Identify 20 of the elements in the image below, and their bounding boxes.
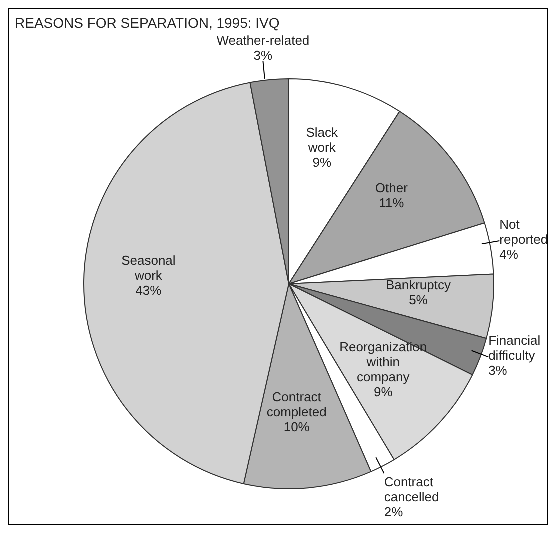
slice-label: Financial difficulty <box>488 334 541 364</box>
slice-label: Contract cancelled <box>384 475 440 506</box>
chart-title: REASONS FOR SEPARATION, 1995: IVQ <box>15 15 280 31</box>
slice-label: Bankruptcy <box>386 278 452 293</box>
slice-label: Seasonal work <box>122 253 176 284</box>
slice-label: Weather-related <box>216 33 310 48</box>
data-label: 11% <box>379 196 405 211</box>
slice-label: Contract completed <box>266 390 327 420</box>
data-label: 43% <box>136 283 162 298</box>
data-label: 3% <box>488 364 508 379</box>
data-label: 9% <box>374 384 394 400</box>
data-label: 10% <box>284 420 310 436</box>
slice-label: Other <box>375 181 409 196</box>
data-label: 2% <box>384 505 404 520</box>
data-label: 4% <box>500 247 519 262</box>
data-label: 3% <box>254 48 274 64</box>
data-label: 5% <box>409 292 428 308</box>
slice-label: Slack work <box>306 126 339 156</box>
data-label: 9% <box>312 156 332 171</box>
slice-label: Not reported <box>500 217 548 248</box>
